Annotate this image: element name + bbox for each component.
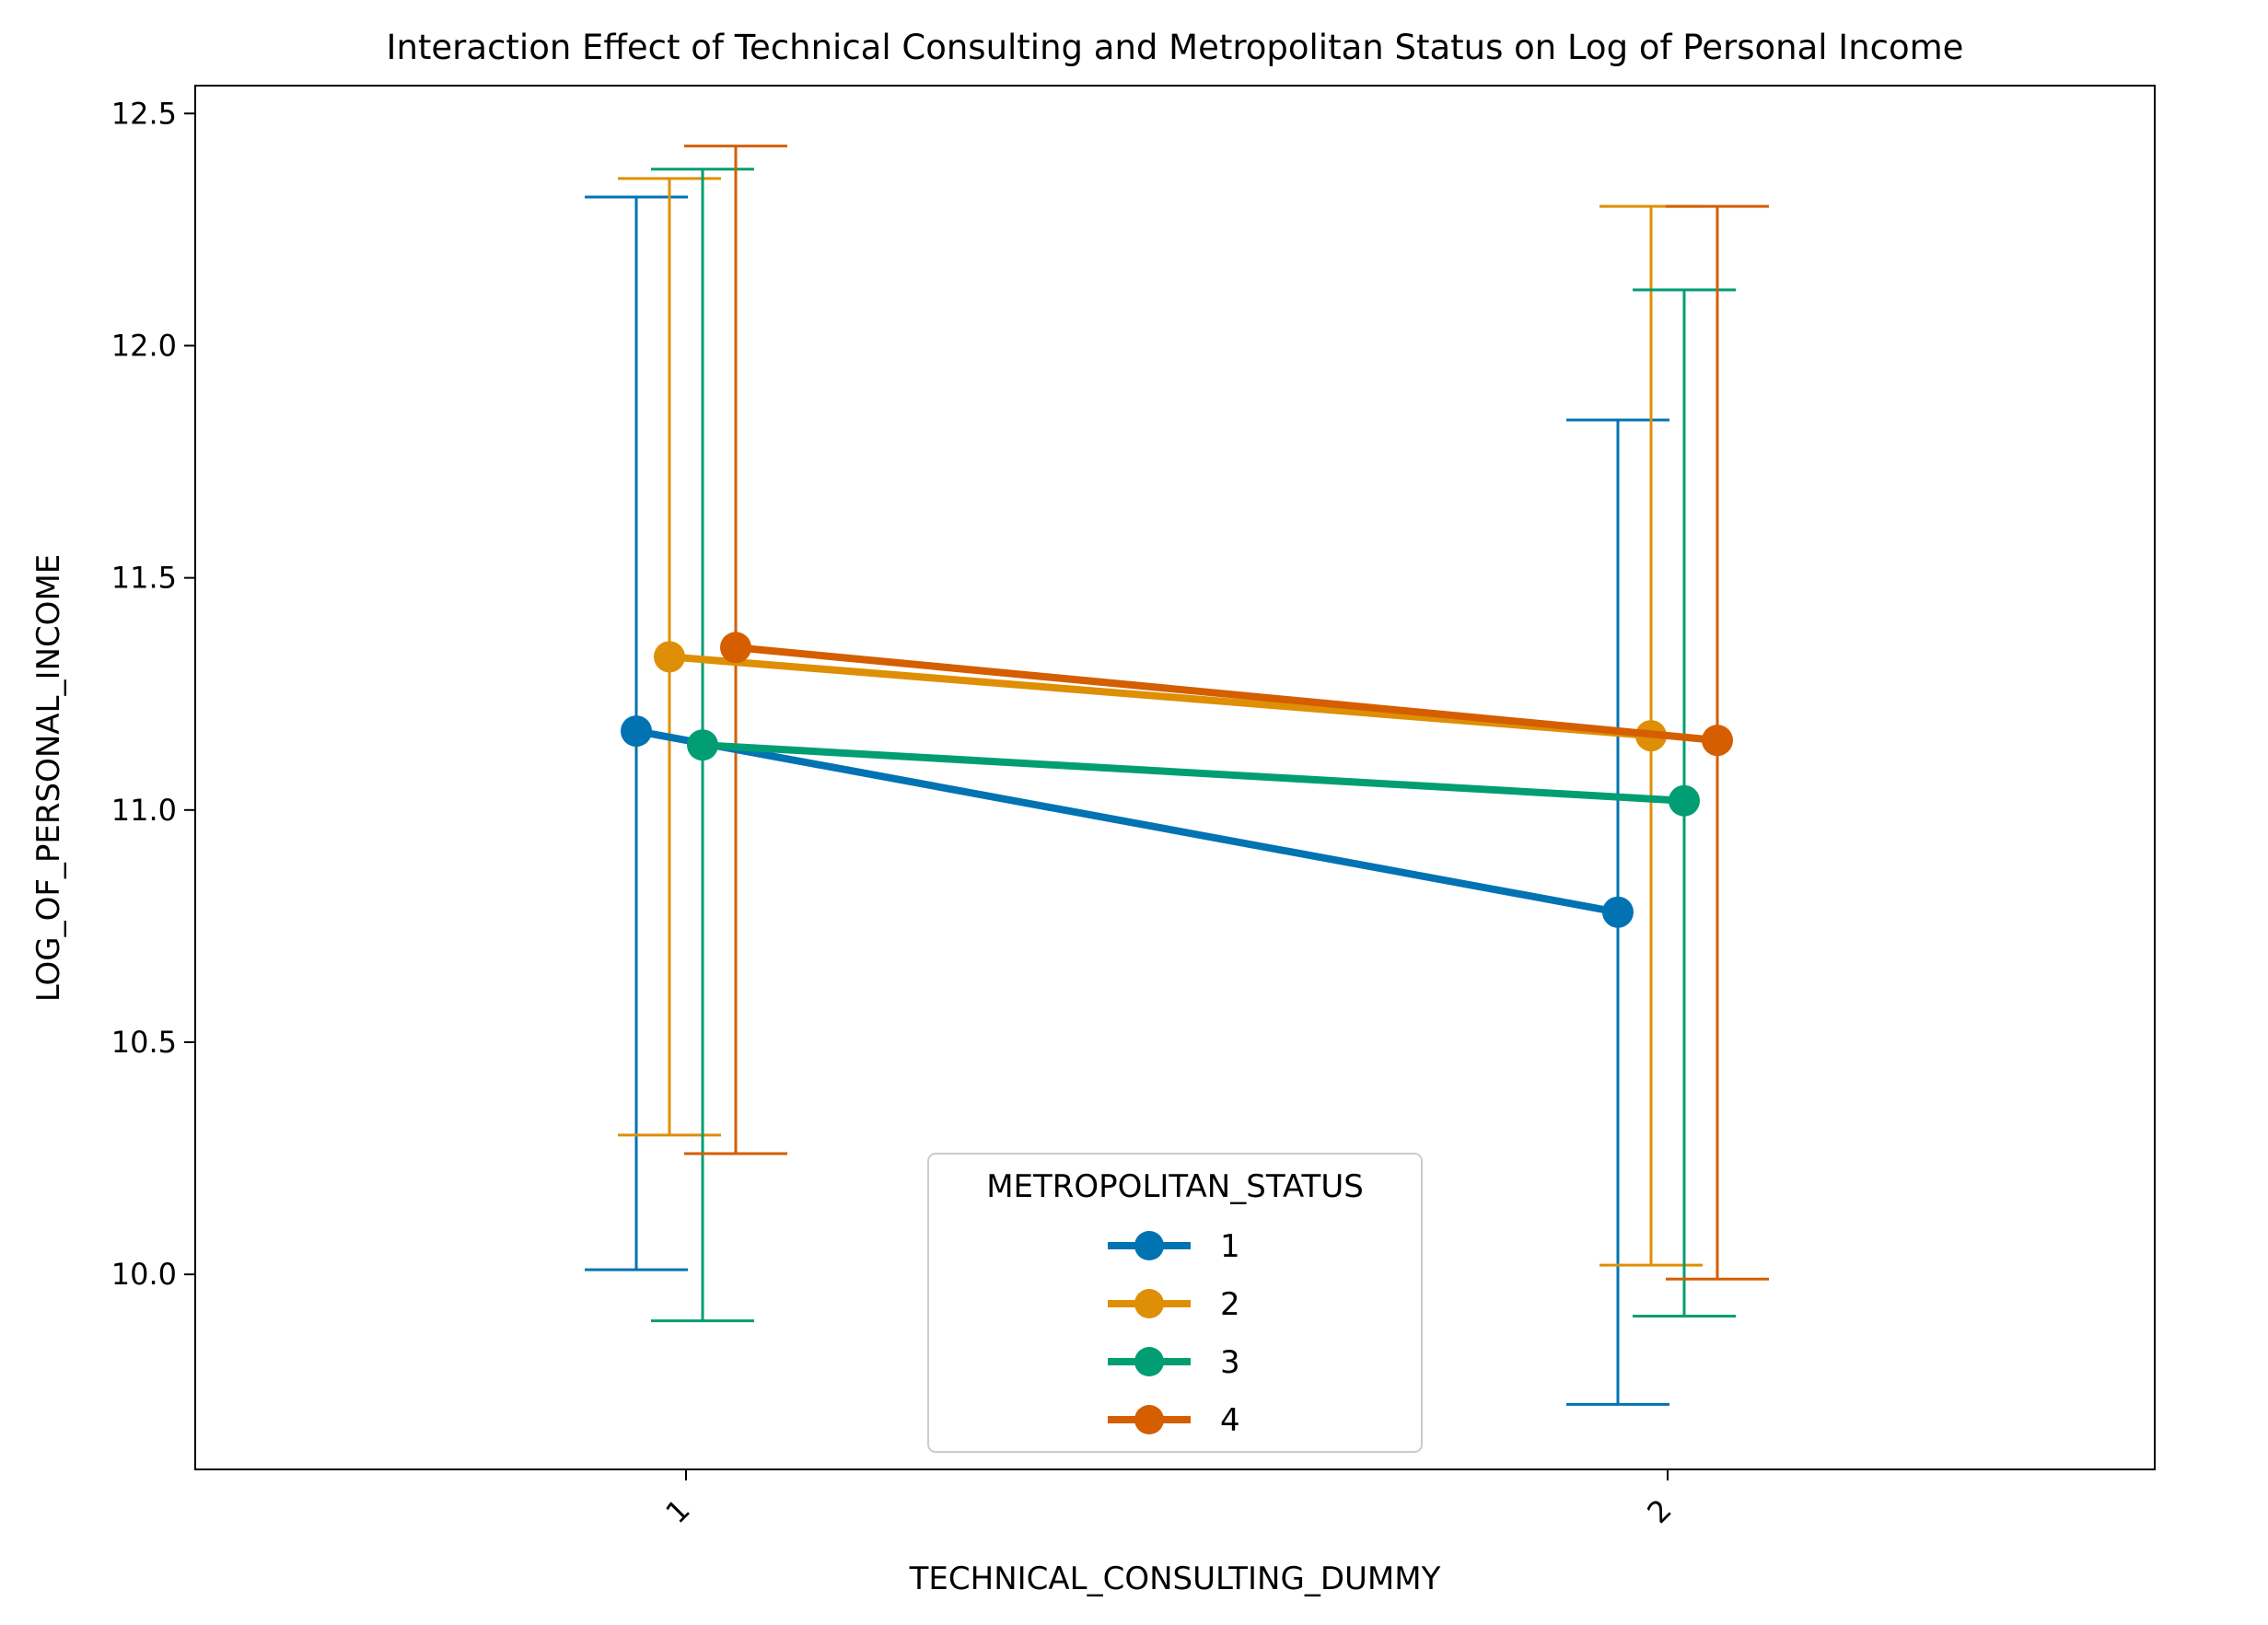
legend-entry-2: 2 [1108, 1286, 1240, 1323]
point-s3-c2 [1669, 784, 1700, 817]
chart-title: Interaction Effect of Technical Consulti… [387, 28, 1964, 67]
x-tick-label: 1 [658, 1492, 696, 1530]
legend-swatch-marker [1134, 1289, 1164, 1318]
legend-swatch-marker [1134, 1231, 1164, 1260]
y-tick-label: 11.0 [111, 793, 177, 828]
series-line-2 [669, 653, 1652, 740]
point-s4-c2 [1702, 725, 1733, 757]
y-tick-label: 12.5 [111, 96, 177, 131]
legend-entries: 1 2 3 4 [1108, 1228, 1240, 1439]
legend-label: 2 [1220, 1286, 1240, 1323]
legend-entry-3: 3 [1108, 1344, 1240, 1381]
legend-entry-4: 4 [1108, 1402, 1240, 1439]
x-tick-label: 2 [1640, 1492, 1678, 1530]
legend-swatch-marker [1134, 1405, 1164, 1434]
series-line-1 [635, 727, 1619, 916]
series-line-4 [735, 644, 1718, 745]
legend-label: 1 [1220, 1228, 1240, 1265]
point-s1-c1 [621, 715, 652, 748]
y-tick-label: 11.5 [111, 561, 177, 596]
y-tick-label: 10.0 [111, 1257, 177, 1292]
legend-entry-1: 1 [1108, 1228, 1240, 1265]
point-s3-c1 [687, 729, 718, 761]
y-axis: 10.0 10.5 11.0 11.5 12.0 12.5 [111, 96, 195, 1292]
legend-label: 4 [1220, 1402, 1240, 1439]
y-axis-label: LOG_OF_PERSONAL_INCOME [30, 554, 67, 1003]
legend-swatch-marker [1134, 1347, 1164, 1376]
y-tick-label: 12.0 [111, 328, 177, 363]
point-s2-c1 [654, 641, 685, 673]
point-s1-c2 [1602, 896, 1634, 928]
series-line-3 [702, 741, 1685, 805]
plot-area [585, 145, 1769, 1406]
point-s4-c1 [720, 632, 751, 664]
legend-title: METROPOLITAN_STATUS [986, 1168, 1364, 1205]
legend-label: 3 [1220, 1344, 1240, 1381]
legend: METROPOLITAN_STATUS 1 2 3 4 [927, 1153, 1423, 1453]
x-axis-label: TECHNICAL_CONSULTING_DUMMY [909, 1561, 1441, 1597]
plot-frame [194, 85, 2156, 1470]
y-tick-label: 10.5 [111, 1025, 177, 1060]
